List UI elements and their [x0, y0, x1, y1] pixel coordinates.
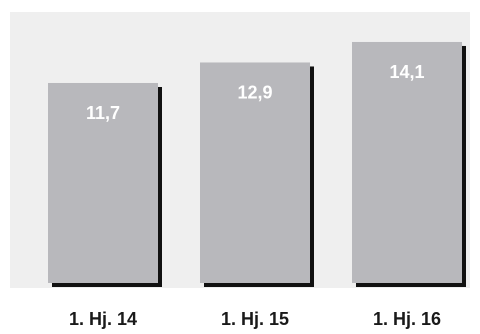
category-label: 1. Hj. 16 — [373, 309, 441, 329]
category-label: 1. Hj. 14 — [69, 309, 137, 329]
bars-layer — [48, 41, 466, 287]
bar — [200, 62, 310, 283]
bar-value-label: 12,9 — [237, 82, 272, 102]
bar — [352, 41, 462, 283]
bar-value-label: 14,1 — [389, 62, 424, 82]
bar-value-label: 11,7 — [86, 103, 120, 123]
labels-layer: 11,7 1. Hj. 14 12,9 1. Hj. 15 14,1 1. Hj. 16 — [69, 62, 441, 329]
bar — [48, 82, 158, 283]
category-label: 1. Hj. 15 — [221, 309, 289, 329]
